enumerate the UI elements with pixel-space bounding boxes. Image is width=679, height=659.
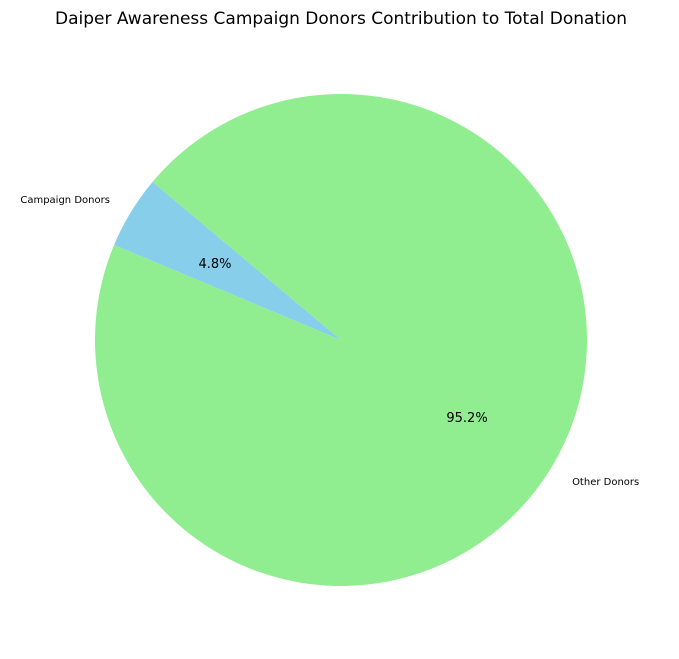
pie-percent-label: 4.8% <box>198 257 231 272</box>
pie-slice-label: Other Donors <box>572 477 639 488</box>
pie-labels: 4.8% Campaign Donors 95.2% Other Donors <box>20 195 639 488</box>
pie-slice-label: Campaign Donors <box>20 195 110 206</box>
pie-slice-other-donors <box>95 93 588 586</box>
pie-percent-label: 95.2% <box>446 411 487 426</box>
pie-slices <box>95 93 588 586</box>
chart-title: Daiper Awareness Campaign Donors Contrib… <box>55 9 627 29</box>
pie-slice-campaign-donors <box>114 181 341 340</box>
